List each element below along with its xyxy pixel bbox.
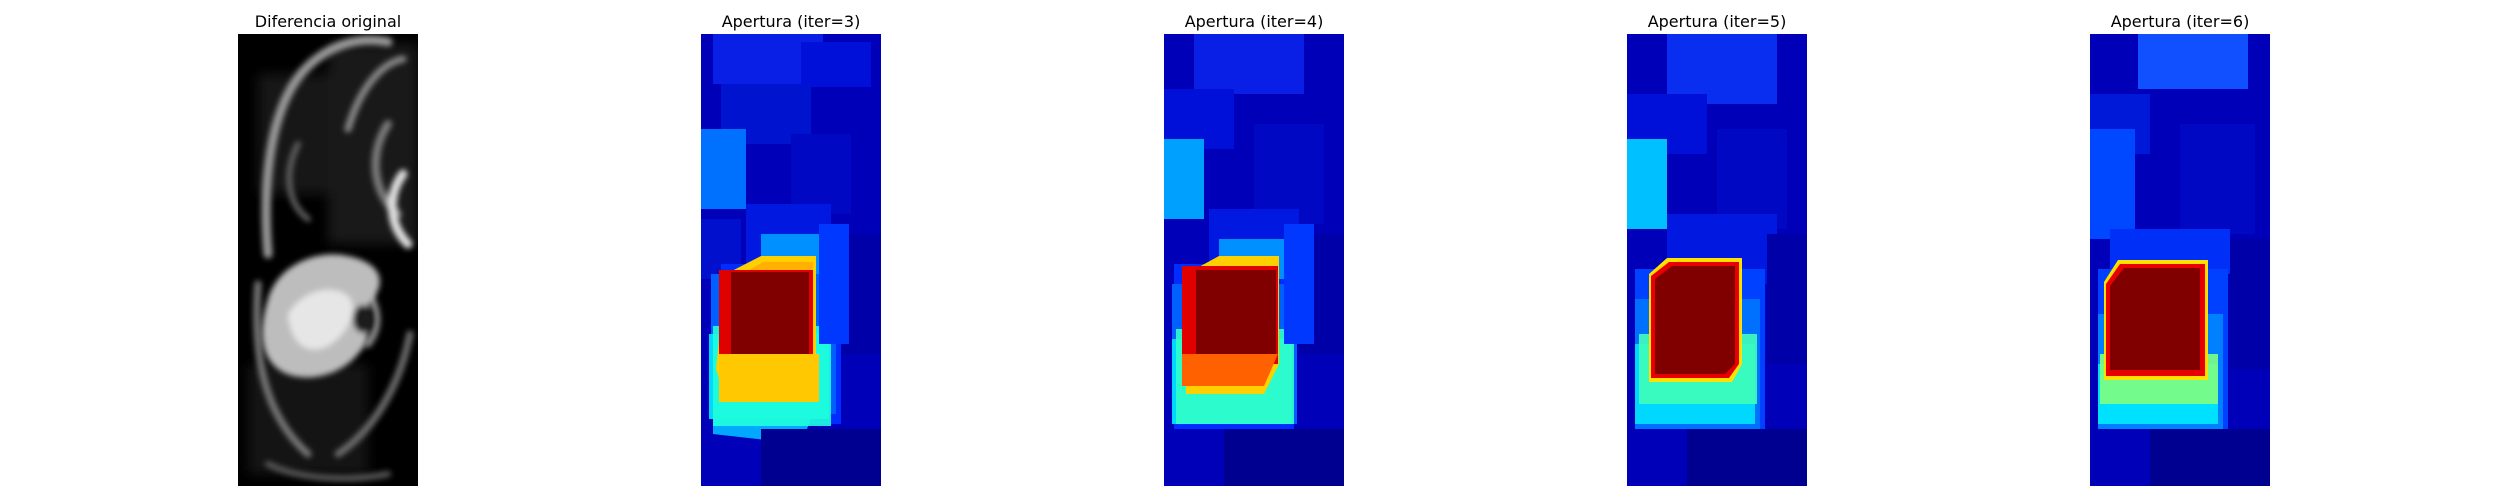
panel-title: Diferencia original <box>254 12 402 31</box>
panel-title: Apertura (iter=4) <box>1184 12 1324 31</box>
panel-title: Apertura (iter=3) <box>721 12 861 31</box>
panel-opening-iter-5: Apertura (iter=5) <box>1627 0 1807 500</box>
panel-opening-iter-6: Apertura (iter=6) <box>2090 0 2270 500</box>
grayscale-image <box>238 34 418 486</box>
jet-colormap-image <box>2090 34 2270 486</box>
panel-title: Apertura (iter=5) <box>1647 12 1787 31</box>
panel-title: Apertura (iter=6) <box>2110 12 2250 31</box>
jet-colormap-image <box>701 34 881 486</box>
panel-opening-iter-4: Apertura (iter=4) <box>1164 0 1344 500</box>
panel-opening-iter-3: Apertura (iter=3) <box>701 0 881 500</box>
panel-original-difference: Diferencia original <box>238 0 418 500</box>
jet-colormap-image <box>1164 34 1344 486</box>
jet-colormap-image <box>1627 34 1807 486</box>
